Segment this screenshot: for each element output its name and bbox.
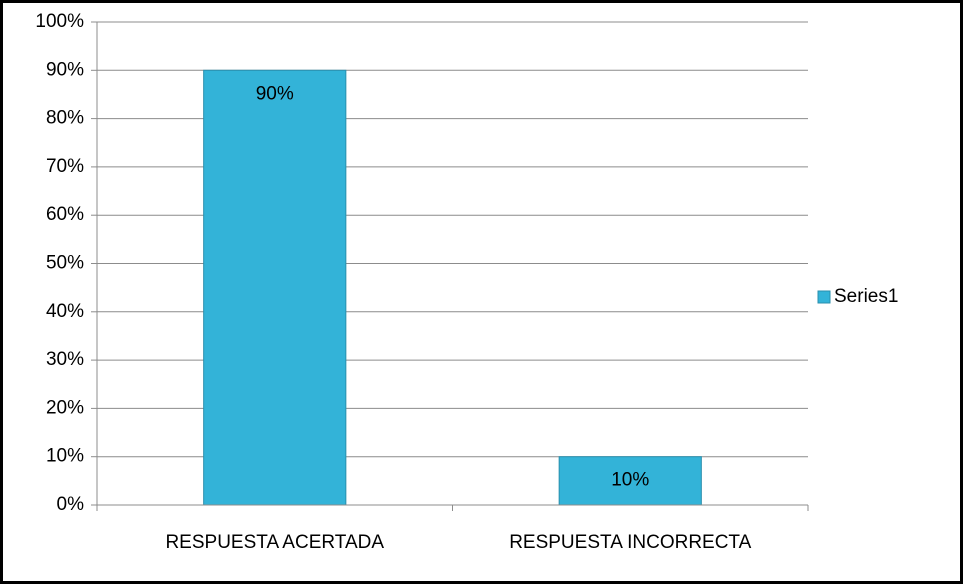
y-tick-label: 20% xyxy=(46,397,84,418)
legend-label: Series1 xyxy=(834,286,898,307)
bar xyxy=(203,69,347,506)
data-label: 90% xyxy=(256,83,294,104)
y-tick-label: 70% xyxy=(46,156,84,177)
y-tick-label: 0% xyxy=(57,494,85,515)
y-tick-label: 30% xyxy=(46,349,84,370)
y-tick-label: 40% xyxy=(46,301,84,322)
y-tick-label: 60% xyxy=(46,204,84,225)
y-tick-label: 10% xyxy=(46,446,84,467)
y-tick-label: 90% xyxy=(46,59,84,80)
y-tick-label: 50% xyxy=(46,253,84,274)
y-tick-label: 100% xyxy=(35,11,84,32)
x-tick-label: RESPUESTA ACERTADA xyxy=(165,532,384,553)
data-label: 10% xyxy=(611,470,649,491)
legend-swatch xyxy=(817,290,831,304)
x-tick-label: RESPUESTA INCORRECTA xyxy=(509,532,751,553)
y-tick-label: 80% xyxy=(46,108,84,129)
bar xyxy=(558,456,702,506)
